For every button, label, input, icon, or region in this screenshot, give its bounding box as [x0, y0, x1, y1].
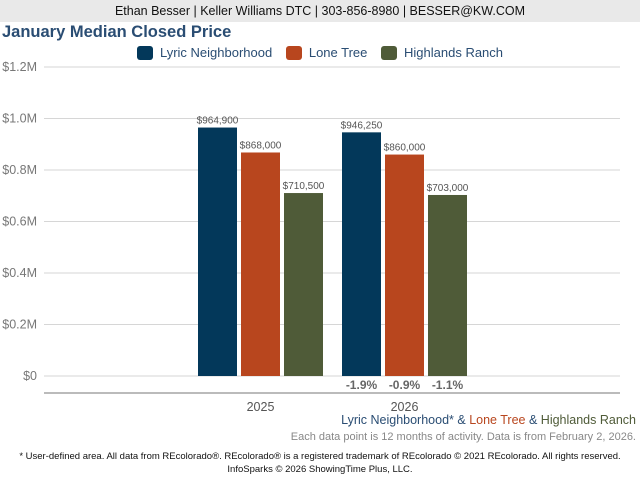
footer-area-lyric: Lyric Neighborhood*: [341, 413, 454, 427]
y-tick-label: $0.6M: [2, 215, 37, 229]
legend-label: Lone Tree: [308, 45, 368, 60]
data-label: $860,000: [384, 143, 426, 154]
footer-area-lone-tree: Lone Tree: [469, 413, 526, 427]
contact-header: Ethan Besser | Keller Williams DTC | 303…: [0, 0, 640, 22]
y-tick-label: $0.8M: [2, 163, 37, 177]
legend-item-lyric[interactable]: Lyric Neighborhood: [136, 45, 273, 60]
legend-item-highlands[interactable]: Highlands Ranch: [381, 45, 503, 60]
y-tick-label: $0.4M: [2, 266, 37, 280]
bar: [198, 127, 237, 377]
footer-area-highlands: Highlands Ranch: [540, 413, 636, 427]
legend-label: Highlands Ranch: [404, 45, 504, 60]
chart-legend: Lyric Neighborhood Lone Tree Highlands R…: [0, 45, 640, 63]
legend-swatch-highlands: [381, 45, 398, 60]
legend-item-lone-tree[interactable]: Lone Tree: [285, 45, 368, 60]
disclaimer: * User-defined area. All data from REcol…: [0, 450, 640, 476]
pct-change-label: -1.9%: [346, 378, 378, 392]
footer-amp: &: [453, 413, 470, 427]
y-tick-label: $1.0M: [2, 112, 37, 126]
data-label: $710,500: [283, 181, 325, 192]
y-tick-label: $0: [23, 369, 37, 383]
data-label: $946,250: [341, 120, 383, 131]
bar: [241, 152, 280, 376]
pct-change-label: -1.1%: [432, 378, 464, 392]
data-note: Each data point is 12 months of activity…: [290, 431, 636, 443]
bar: [385, 154, 424, 376]
bar: [428, 194, 467, 376]
disclaimer-text: * User-defined area. All data from REcol…: [19, 451, 621, 462]
data-label: $868,000: [240, 140, 282, 151]
legend-swatch-lone-tree: [285, 45, 302, 60]
bar: [342, 132, 381, 376]
legend-label: Lyric Neighborhood: [159, 45, 273, 60]
copyright-text: InfoSparks © 2026 ShowingTime Plus, LLC.: [227, 464, 413, 475]
data-label: $964,900: [197, 116, 239, 127]
legend-swatch-lyric: [136, 45, 153, 60]
areas-footer: Lyric Neighborhood* & Lone Tree & Highla…: [341, 413, 636, 427]
y-tick-label: $1.2M: [2, 60, 37, 74]
x-tick-label: 2025: [247, 400, 275, 414]
data-label: $703,000: [427, 183, 469, 194]
chart-title: January Median Closed Price: [2, 23, 232, 41]
y-tick-label: $0.2M: [2, 318, 37, 332]
footer-amp: &: [525, 413, 541, 427]
bar: [284, 193, 323, 376]
pct-change-label: -0.9%: [389, 378, 421, 392]
x-tick-label: 2026: [391, 400, 419, 414]
